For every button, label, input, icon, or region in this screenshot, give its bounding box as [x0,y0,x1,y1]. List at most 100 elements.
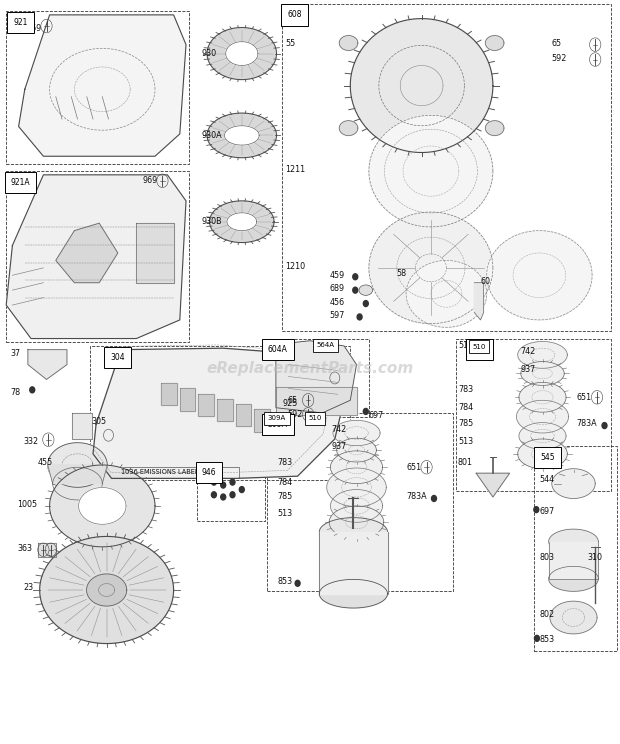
Polygon shape [330,451,383,484]
Text: 742: 742 [332,425,347,434]
Text: 930B: 930B [202,217,222,226]
Bar [90,346,350,480]
Text: 456: 456 [330,298,345,307]
Polygon shape [226,42,258,65]
Text: 930A: 930A [202,131,222,140]
Text: 785: 785 [459,419,474,428]
Circle shape [239,487,244,493]
Polygon shape [207,113,277,158]
Text: 363: 363 [17,544,32,553]
Circle shape [211,492,216,498]
Text: 689: 689 [330,284,345,293]
Circle shape [295,580,300,586]
Text: 58: 58 [397,269,407,278]
Polygon shape [333,420,380,446]
Text: 937: 937 [521,365,536,374]
Text: 78: 78 [11,388,20,397]
Circle shape [353,287,358,293]
Polygon shape [339,36,358,51]
Polygon shape [136,223,174,283]
Polygon shape [485,121,504,135]
Text: 510: 510 [472,344,486,350]
Polygon shape [210,201,274,243]
Polygon shape [276,387,356,415]
Text: 564A: 564A [316,342,334,348]
Text: 544: 544 [539,475,554,484]
Text: 304: 304 [110,353,125,362]
Text: 65: 65 [552,39,562,48]
Text: 802: 802 [539,610,554,619]
Polygon shape [198,394,214,416]
Text: 853: 853 [539,635,554,644]
Polygon shape [476,473,510,497]
Polygon shape [474,283,484,320]
Circle shape [211,479,216,485]
Polygon shape [224,126,259,145]
Bar [456,339,611,491]
Polygon shape [319,532,388,594]
Text: 305: 305 [92,417,107,426]
Circle shape [221,482,226,488]
Text: 597: 597 [330,311,345,320]
Bar [267,339,369,417]
Text: 513: 513 [278,509,293,518]
Polygon shape [19,15,186,156]
Text: 608: 608 [287,10,302,19]
Text: 930: 930 [202,49,216,58]
Text: 592: 592 [552,54,567,62]
Text: 510: 510 [278,416,293,425]
Polygon shape [339,121,358,135]
Text: 785: 785 [278,493,293,501]
Polygon shape [369,115,493,227]
Polygon shape [549,542,598,579]
Text: 545: 545 [540,453,555,462]
Text: 604A: 604A [268,345,288,354]
Polygon shape [6,175,186,339]
Text: 925: 925 [282,399,298,408]
Polygon shape [79,487,126,525]
Polygon shape [56,223,118,283]
Polygon shape [350,19,493,153]
Text: 921: 921 [13,18,28,27]
Text: 946: 946 [202,468,216,477]
Polygon shape [319,580,388,608]
Text: 23: 23 [24,583,33,592]
Polygon shape [519,382,566,412]
Text: 513: 513 [459,437,474,446]
Polygon shape [521,362,564,385]
Bar [282,4,611,331]
Text: 946: 946 [205,472,219,481]
Circle shape [363,301,368,307]
Polygon shape [518,341,567,368]
Circle shape [534,507,539,513]
Circle shape [221,494,226,500]
Polygon shape [549,566,598,591]
Polygon shape [516,400,569,433]
Polygon shape [48,443,107,487]
Text: 969: 969 [26,24,42,33]
Text: 510: 510 [308,415,322,421]
Polygon shape [485,36,504,51]
Polygon shape [207,28,277,80]
Polygon shape [48,465,107,484]
Text: 937: 937 [332,442,347,451]
Polygon shape [87,574,126,606]
Text: 310: 310 [588,554,603,562]
Text: 783A: 783A [577,419,597,428]
Polygon shape [552,469,595,498]
Polygon shape [161,383,177,405]
Text: 803: 803 [539,554,554,562]
Text: 60: 60 [480,277,490,286]
Text: 697: 697 [539,507,555,516]
Polygon shape [40,536,174,644]
Circle shape [432,496,436,501]
Bar [197,461,265,521]
Polygon shape [550,601,597,634]
Ellipse shape [359,285,373,295]
Bar [267,413,453,591]
Bar [534,446,617,651]
Circle shape [534,635,539,641]
Text: 459: 459 [330,271,345,280]
Circle shape [353,274,358,280]
Circle shape [230,492,235,498]
